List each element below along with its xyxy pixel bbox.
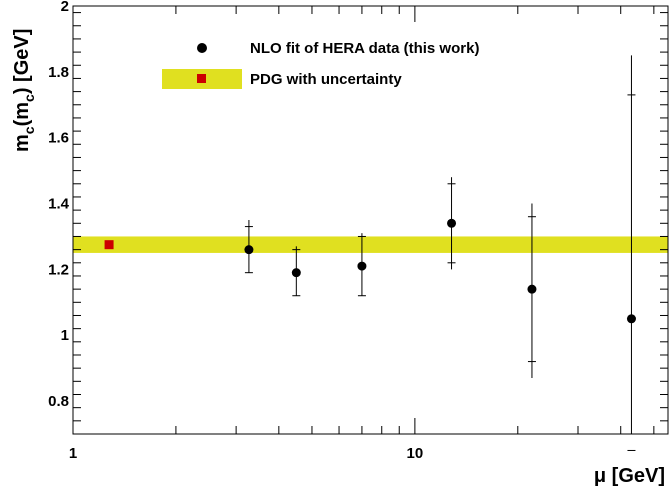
data-point <box>447 218 457 228</box>
y-tick-label: 0.8 <box>48 393 69 410</box>
y-axis-title-sub2: c <box>21 94 37 102</box>
x-axis-title: μ [GeV] <box>594 465 665 487</box>
y-axis-title-m: m <box>11 134 33 152</box>
x-tick-label: 1 <box>69 445 77 462</box>
plot-frame <box>72 5 669 435</box>
axis-layer: 0.8 1 1.2 1.4 1.6 1.8 2 1 10 <box>48 0 669 462</box>
legend-marker-pdg <box>197 74 206 83</box>
pdg-band <box>73 236 668 253</box>
y-tick-label: 1 <box>61 327 69 344</box>
y-tick-label: 1.4 <box>48 196 70 213</box>
legend-label-pdg: PDG with uncertainty <box>250 71 402 88</box>
y-axis-title: mc(mc) [GeV] <box>11 29 37 152</box>
legend: NLO fit of HERA data (this work) PDG wit… <box>162 40 479 89</box>
y-tick-label: 1.6 <box>48 130 69 147</box>
y-axis-title-end: ) [GeV] <box>11 29 33 95</box>
y-axis-title-sub1: c <box>21 126 37 134</box>
y-tick-label: 1.8 <box>48 64 69 81</box>
x-tick-label: 10 <box>407 445 424 462</box>
data-point <box>626 314 636 324</box>
data-point <box>527 284 537 294</box>
legend-marker-nlo <box>197 43 207 53</box>
data-point <box>291 268 301 278</box>
pdg-band-layer <box>73 236 668 253</box>
pdg-point <box>104 240 114 250</box>
y-tick-label: 1.2 <box>48 261 69 278</box>
data-layer <box>104 55 636 451</box>
data-point <box>357 261 367 271</box>
y-axis-title-mid: (m <box>11 102 33 126</box>
legend-label-nlo: NLO fit of HERA data (this work) <box>250 40 479 57</box>
data-point <box>244 245 254 255</box>
y-tick-label: 2 <box>61 0 69 15</box>
